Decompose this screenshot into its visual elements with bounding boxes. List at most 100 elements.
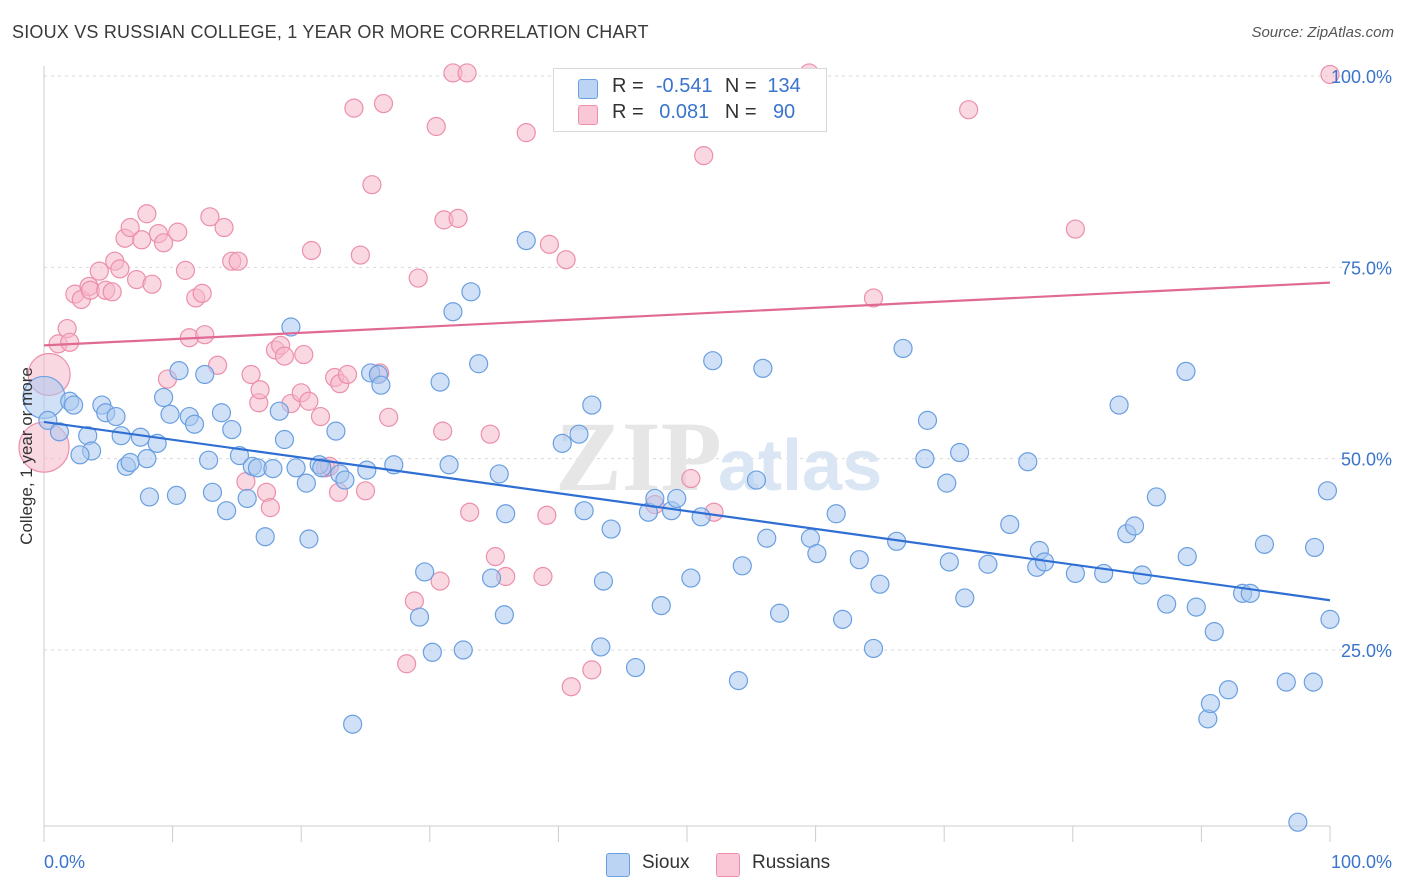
- sioux-point: [461, 282, 481, 302]
- russians-point: [373, 93, 394, 114]
- russians-point: [195, 325, 215, 345]
- russians-point: [299, 391, 319, 411]
- sioux-point: [651, 595, 671, 616]
- russians-point: [460, 502, 480, 522]
- russians-point: [241, 364, 261, 385]
- russians-point: [362, 175, 382, 195]
- sioux-point: [1304, 537, 1325, 558]
- sioux-point: [826, 504, 846, 524]
- sioux-point: [939, 552, 959, 572]
- bottom-legend-swatch-sioux: [606, 853, 630, 877]
- sioux-point: [184, 414, 205, 434]
- russians-point: [433, 421, 453, 441]
- legend-sioux-r-value: -0.541: [655, 75, 713, 97]
- sioux-point: [732, 556, 752, 576]
- sioux-point: [269, 401, 289, 421]
- sioux-point: [893, 338, 913, 359]
- sioux-point: [481, 568, 502, 588]
- russians-point: [561, 677, 581, 697]
- sioux-point: [1317, 481, 1338, 501]
- sioux-point: [978, 554, 998, 574]
- sioux-point: [222, 419, 242, 440]
- sioux-point: [1288, 812, 1308, 832]
- sioux-point: [139, 487, 160, 507]
- sioux-point: [286, 458, 306, 478]
- sioux-point: [849, 550, 869, 570]
- russians-point: [344, 98, 364, 118]
- sioux-point: [494, 605, 514, 625]
- watermark-atlas: atlas: [718, 426, 882, 506]
- sioux-point: [111, 426, 131, 446]
- russians-point: [457, 63, 477, 83]
- sioux-point: [439, 455, 459, 475]
- sioux-point: [582, 395, 602, 415]
- sioux-point: [199, 450, 219, 470]
- sioux-point: [950, 442, 970, 463]
- russians-point: [1320, 64, 1340, 85]
- sioux-point: [237, 488, 257, 509]
- sioux-point: [371, 375, 391, 395]
- sioux-point: [120, 452, 140, 473]
- sioux-point: [169, 361, 189, 381]
- sioux-point: [833, 609, 853, 629]
- sioux-point: [415, 562, 435, 582]
- sioux-point: [769, 603, 790, 623]
- sioux-point: [263, 459, 283, 479]
- sioux-point: [1146, 487, 1166, 507]
- sioux-point: [667, 488, 687, 509]
- legend-russians-n-value: 90: [772, 101, 796, 123]
- russians-point: [192, 283, 212, 303]
- y-tick-label: 50.0%: [1341, 450, 1392, 470]
- x-tick-label: 100.0%: [1331, 852, 1392, 872]
- sioux-point: [937, 473, 957, 493]
- sioux-point: [312, 458, 332, 478]
- sioux-point: [807, 543, 827, 564]
- y-axis-label: College, 1 year or more: [17, 367, 36, 545]
- sioux-point: [1157, 594, 1177, 614]
- bottom-legend-label-russians: Russians: [752, 852, 831, 873]
- sioux-point: [166, 485, 187, 505]
- sioux-point: [489, 464, 509, 484]
- sioux-point: [299, 529, 319, 549]
- sioux-point: [625, 657, 646, 678]
- sioux-trendline: [43, 420, 1331, 602]
- russians-point: [168, 222, 188, 242]
- russians-point: [350, 245, 370, 265]
- russians-point: [448, 208, 468, 228]
- sioux-point: [516, 230, 536, 251]
- russians-point: [250, 380, 270, 400]
- legend-sioux-n-label: N =: [724, 75, 757, 97]
- legend-swatch-russians: [578, 105, 598, 125]
- sioux-point: [326, 421, 346, 441]
- sioux-point: [1276, 672, 1296, 692]
- sioux-point: [296, 473, 316, 493]
- russians-point: [153, 233, 174, 253]
- russians-point: [1065, 219, 1085, 239]
- russians-point: [408, 268, 428, 288]
- russians-point: [537, 505, 557, 525]
- tick-labels: 25.0% 50.0% 75.0% 100.0% 0.0% 100.0%: [44, 67, 1392, 872]
- sioux-point: [1218, 680, 1239, 700]
- sioux-point: [757, 528, 777, 548]
- sioux-point: [1176, 361, 1196, 382]
- sioux-point: [38, 410, 58, 430]
- russians-point: [485, 547, 505, 567]
- trendlines: [43, 281, 1331, 602]
- sioux-point: [202, 482, 223, 502]
- russians-point: [175, 260, 196, 280]
- russians-point: [430, 571, 450, 591]
- sioux-point: [49, 422, 70, 442]
- russians-point: [260, 498, 280, 518]
- y-tick-label: 75.0%: [1341, 258, 1392, 278]
- sioux-point: [591, 637, 611, 657]
- russians-point: [60, 332, 80, 352]
- sioux-point: [70, 445, 90, 465]
- watermark: ZIP atlas: [555, 401, 882, 512]
- russians-point: [959, 100, 979, 120]
- russians-point: [89, 261, 109, 281]
- russians-point: [228, 251, 248, 271]
- sioux-point: [601, 519, 621, 539]
- russians-point: [582, 660, 602, 680]
- bottom-legend-label-sioux: Sioux: [642, 852, 690, 873]
